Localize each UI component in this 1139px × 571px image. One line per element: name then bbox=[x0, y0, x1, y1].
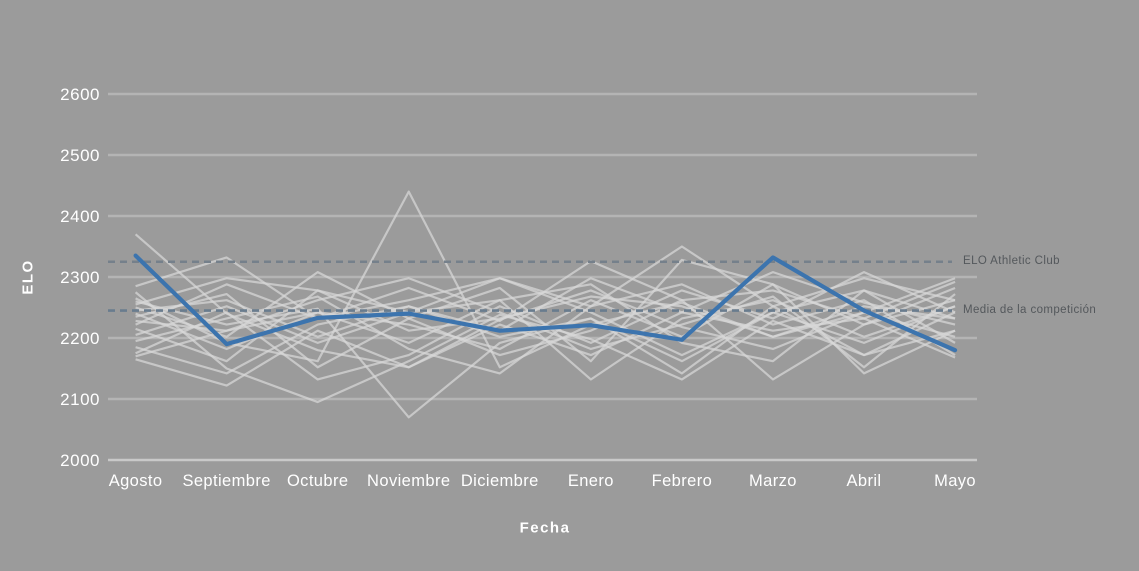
y-tick-label-2300: 2300 bbox=[60, 268, 100, 287]
reference-line-label-media-competicion: Media de la competición bbox=[963, 303, 1097, 316]
x-tick-label-abril: Abril bbox=[846, 472, 881, 490]
background-team-line-1 bbox=[134, 233, 956, 369]
y-tick-label-2200: 2200 bbox=[60, 329, 100, 348]
background-team-line-4 bbox=[135, 190, 956, 369]
y-tick-label-2600: 2600 bbox=[60, 85, 100, 104]
background-team-line-18 bbox=[135, 283, 956, 375]
background-team-line-8 bbox=[135, 271, 956, 338]
y-tick-label-2100: 2100 bbox=[60, 390, 100, 409]
reference-line-label-elo-athletic-club: ELO Athletic Club bbox=[963, 254, 1060, 267]
x-tick-label-enero: Enero bbox=[568, 472, 614, 490]
y-axis-title: ELO bbox=[19, 259, 37, 295]
x-tick-label-octubre: Octubre bbox=[287, 472, 349, 490]
x-axis-title: Fecha bbox=[519, 519, 571, 537]
x-tick-label-mayo: Mayo bbox=[934, 472, 976, 490]
y-tick-label-2400: 2400 bbox=[60, 207, 100, 226]
y-tick-label-2500: 2500 bbox=[60, 146, 100, 165]
background-team-line-19 bbox=[135, 311, 956, 387]
x-tick-label-noviembre: Noviembre bbox=[367, 472, 450, 490]
y-tick-label-2000: 2000 bbox=[60, 451, 100, 470]
athletic-club-line bbox=[133, 253, 958, 353]
background-team-line-12 bbox=[135, 277, 956, 357]
x-tick-label-diciembre: Diciembre bbox=[461, 472, 539, 490]
x-tick-label-febrero: Febrero bbox=[652, 472, 713, 490]
x-tick-label-septiembre: Septiembre bbox=[182, 472, 270, 490]
x-tick-label-marzo: Marzo bbox=[749, 472, 797, 490]
x-tick-label-agosto: Agosto bbox=[109, 472, 163, 490]
